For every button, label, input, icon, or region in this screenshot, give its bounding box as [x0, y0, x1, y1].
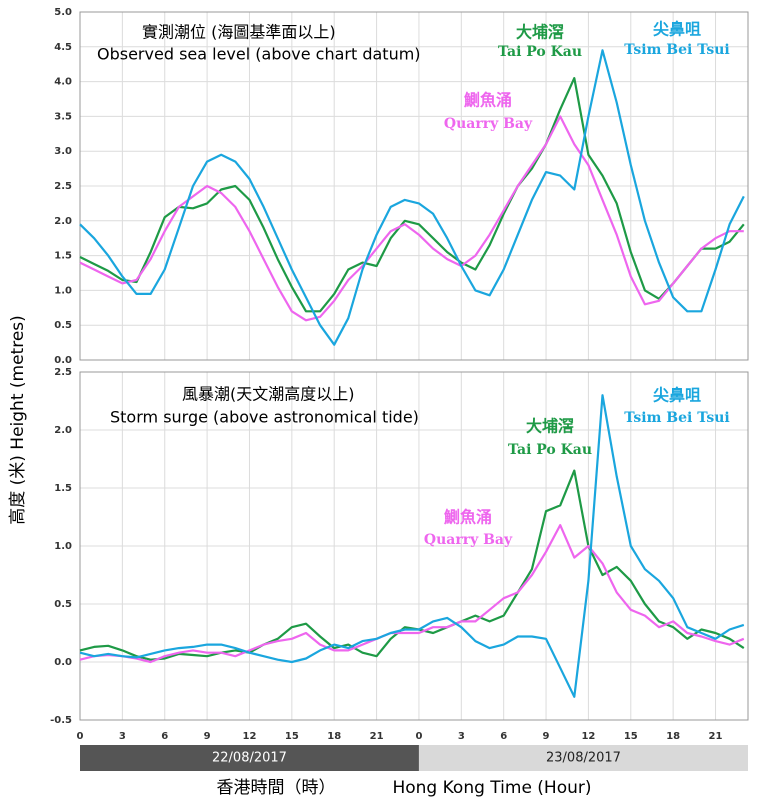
y-tick-label: 3.0 [54, 146, 72, 157]
y-tick-label: 1.5 [54, 483, 72, 494]
x-axis-label-zh: 香港時間（時） [217, 778, 336, 798]
y-tick-label: 0.5 [54, 320, 72, 331]
series-label-en: Quarry Bay [444, 116, 533, 132]
x-tick-label: 12 [581, 731, 595, 742]
y-tick-label: 2.5 [54, 181, 72, 192]
x-tick-label: 15 [624, 731, 638, 742]
x-tick-label: 6 [500, 731, 507, 742]
y-tick-label: 0.0 [54, 355, 72, 366]
series-label: 尖鼻咀 [653, 20, 701, 39]
y-tick-label: 2.0 [54, 425, 72, 436]
chart-title: 實測潮位 (海圖基準面以上) [142, 23, 336, 42]
x-tick-label: 3 [119, 731, 126, 742]
series-line [79, 469, 745, 661]
series-label-en: Quarry Bay [424, 532, 513, 548]
series-label: 大埔滘 [516, 23, 564, 42]
plot-border [79, 11, 749, 361]
y-tick-label: 2.0 [54, 216, 72, 227]
series-line [79, 115, 744, 322]
x-tick-label: 12 [243, 731, 257, 742]
date-band [418, 745, 748, 771]
x-tick-label: 21 [709, 731, 723, 742]
x-tick-label: 0 [415, 731, 422, 742]
y-tick-label: 1.0 [54, 285, 72, 296]
date-label: 22/08/2017 [212, 751, 287, 766]
x-tick-label: 9 [204, 731, 211, 742]
y-tick-label: 0.5 [54, 599, 72, 610]
chart-subtitle: Observed sea level (above chart datum) [97, 45, 421, 64]
chart-title: 風暴潮(天文潮高度以上) [182, 385, 355, 404]
series-line [79, 77, 745, 313]
x-tick-label: 3 [458, 731, 465, 742]
x-tick-label: 9 [543, 731, 550, 742]
series-label: 鰂魚涌 [443, 508, 492, 527]
x-tick-label: 18 [666, 731, 680, 742]
series-line [79, 49, 745, 346]
y-tick-label: 4.0 [54, 77, 72, 88]
y-tick-label: 5.0 [54, 7, 72, 18]
y-tick-label: 1.5 [54, 251, 72, 262]
x-tick-label: 0 [77, 731, 84, 742]
y-tick-label: 4.5 [54, 42, 72, 53]
series-line [79, 524, 745, 664]
plot-border [79, 371, 749, 721]
series-label-en: Tsim Bei Tsui [624, 42, 729, 58]
chart-subtitle: Storm surge (above astronomical tide) [110, 408, 419, 427]
date-label: 23/08/2017 [546, 751, 621, 766]
x-tick-label: 18 [327, 731, 341, 742]
date-band [80, 745, 419, 771]
x-axis-label-en: Hong Kong Time (Hour) [392, 778, 591, 798]
series-label-en: Tai Po Kau [508, 442, 592, 458]
y-tick-label: 0.0 [54, 657, 72, 668]
y-axis-label: 高度 (米) Height (metres) [8, 315, 28, 525]
x-tick-label: 15 [285, 731, 299, 742]
series-line [79, 394, 745, 698]
series-label-en: Tai Po Kau [498, 44, 582, 60]
series-label: 尖鼻咀 [653, 386, 701, 405]
y-tick-label: 1.0 [54, 541, 72, 552]
x-tick-label: 21 [370, 731, 384, 742]
y-tick-label: -0.5 [50, 715, 72, 726]
y-tick-label: 2.5 [54, 367, 72, 378]
series-label-en: Tsim Bei Tsui [624, 410, 729, 426]
x-tick-label: 6 [161, 731, 168, 742]
y-tick-label: 3.5 [54, 111, 72, 122]
series-label: 鰂魚涌 [463, 91, 512, 110]
series-label: 大埔滘 [526, 417, 574, 436]
